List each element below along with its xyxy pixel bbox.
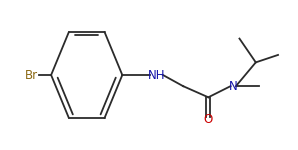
Text: NH: NH	[148, 69, 165, 81]
Text: N: N	[229, 80, 238, 93]
Text: O: O	[204, 113, 213, 126]
Text: Br: Br	[25, 69, 38, 81]
